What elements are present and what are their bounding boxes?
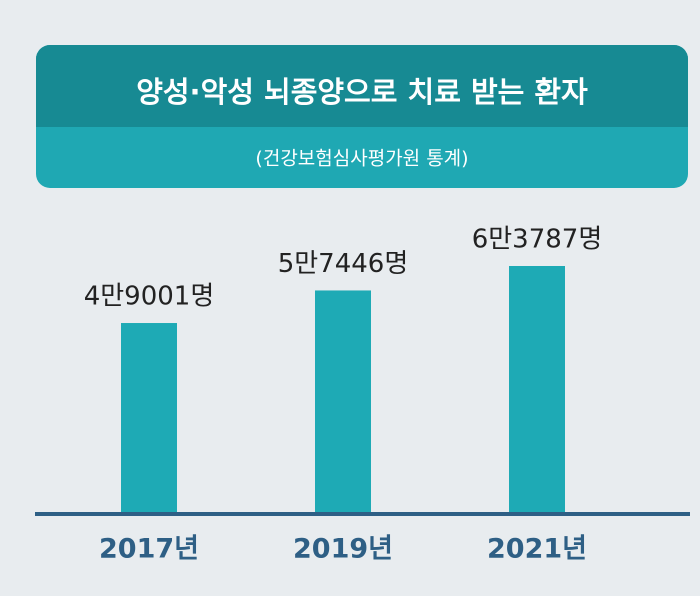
chart-subtitle: (건강보험심사평가원 통계) [255, 148, 468, 170]
bar [509, 266, 565, 512]
chart-title: 양성·악성 뇌종양으로 치료 받는 환자 [136, 75, 588, 109]
x-tick-label: 2017년 [99, 534, 199, 565]
value-label: 4만9001명 [84, 282, 215, 312]
value-label: 6만3787명 [472, 225, 603, 255]
value-label: 5만7446명 [278, 249, 409, 279]
bar [121, 323, 177, 512]
x-tick-label: 2019년 [293, 534, 393, 565]
x-tick-label: 2021년 [487, 534, 587, 565]
bar [315, 290, 371, 512]
header-top [36, 45, 688, 127]
